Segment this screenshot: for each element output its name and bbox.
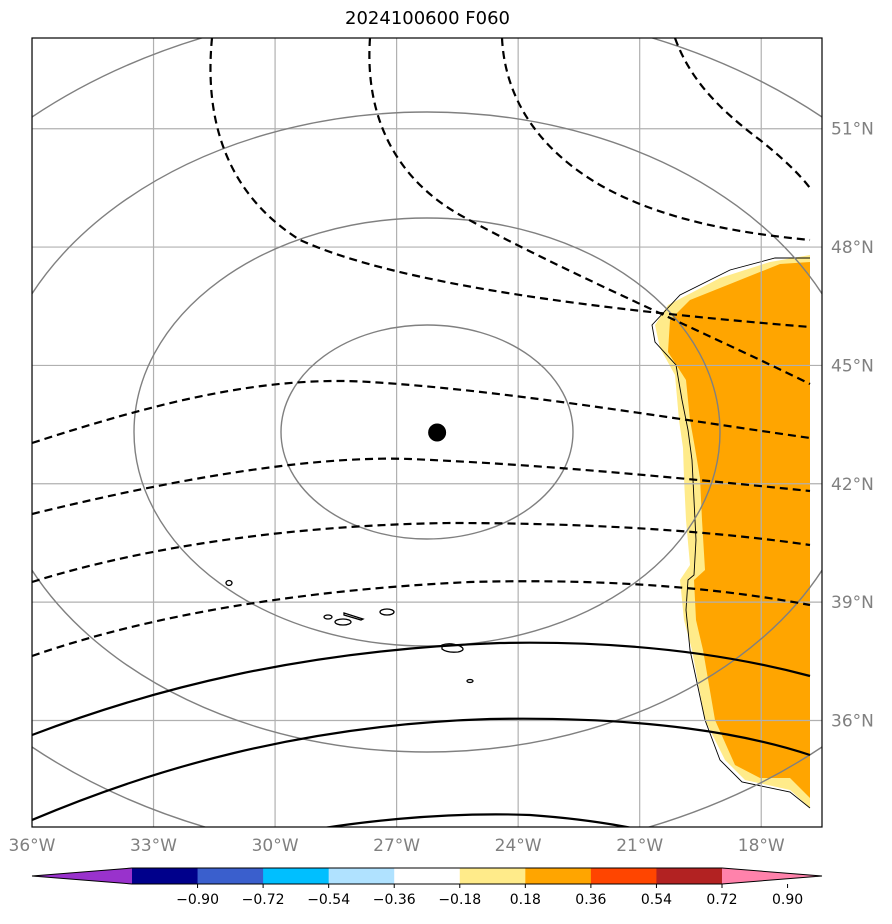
colorbar-tick-label: 0.36	[575, 892, 606, 908]
map-gridlines	[32, 38, 822, 827]
dashed-contour	[32, 580, 811, 658]
colorbar-tick-label: −0.72	[242, 892, 285, 908]
colorbar-segment	[394, 868, 461, 884]
colorbar-segment	[525, 868, 592, 884]
longitude-tick-label: 36°W	[9, 836, 56, 856]
map-plot-area	[32, 38, 822, 827]
latitude-tick-labels: 51°N 48°N 45°N 42°N 39°N 36°N	[831, 120, 874, 732]
solid-contours	[32, 641, 811, 827]
colorbar-extend-low	[32, 868, 132, 884]
map-title: 2024100600 F060	[345, 8, 510, 29]
dashed-contour	[368, 38, 811, 385]
dashed-contour	[500, 38, 811, 242]
longitude-tick-label: 21°W	[616, 836, 663, 856]
gray-contour-ring-1	[280, 324, 574, 540]
colorbar-segment	[197, 868, 264, 884]
solid-contour	[32, 717, 811, 822]
colorbar-tick-label: 0.72	[706, 892, 737, 908]
colorbar-segment	[328, 868, 395, 884]
colorbar-segment	[263, 868, 330, 884]
longitude-tick-label: 33°W	[130, 836, 177, 856]
anomaly-fill-orange	[668, 262, 810, 798]
latitude-tick-label: 45°N	[831, 356, 874, 376]
colorbar-tick-label: −0.18	[438, 892, 481, 908]
colorbar-tick-label: −0.90	[176, 892, 219, 908]
colorbar-outline	[31, 867, 823, 885]
latitude-tick-label: 36°N	[831, 711, 874, 731]
coastline-iberia	[651, 257, 811, 809]
longitude-tick-label: 18°W	[738, 836, 785, 856]
azores-islands	[225, 579, 474, 684]
colorbar-segment	[656, 868, 723, 884]
colorbar-tick-label: −0.36	[373, 892, 416, 908]
colorbar-segment	[590, 868, 657, 884]
gray-contours	[32, 38, 822, 827]
plot-frame	[31, 37, 823, 828]
storm-center-marker	[428, 423, 447, 442]
colorbar-tick-label: 0.18	[510, 892, 541, 908]
solid-contour	[32, 641, 811, 737]
colorbar-tick-label: 0.90	[772, 892, 803, 908]
dashed-contour	[32, 521, 811, 584]
colorbar: −0.90 −0.72 −0.54 −0.36 −0.18 0.18 0.36 0.54 0.7…	[31, 867, 823, 908]
latitude-tick-label: 39°N	[831, 593, 874, 613]
colorbar-tick-label: −0.54	[307, 892, 350, 908]
gray-contour-ring-3	[32, 111, 822, 753]
longitude-tick-label: 27°W	[373, 836, 420, 856]
colorbar-tick-label: 0.54	[641, 892, 672, 908]
longitude-tick-label: 24°W	[495, 836, 542, 856]
dashed-contour	[32, 457, 811, 516]
colorbar-extend-high	[722, 868, 822, 884]
solid-contour	[323, 813, 633, 827]
dashed-contours	[32, 38, 811, 658]
latitude-tick-label: 48°N	[831, 238, 874, 258]
dashed-contour	[209, 38, 811, 329]
latitude-tick-label: 42°N	[831, 475, 874, 495]
dashed-contour	[32, 379, 811, 445]
longitude-tick-labels: 36°W 33°W 30°W 27°W 24°W 21°W 18°W	[9, 836, 785, 856]
colorbar-segment	[459, 868, 526, 884]
latitude-tick-label: 51°N	[831, 120, 874, 140]
colorbar-segment	[132, 868, 199, 884]
gray-contour-ring-2	[133, 217, 721, 647]
dashed-contour	[673, 38, 811, 189]
longitude-tick-label: 30°W	[252, 836, 299, 856]
